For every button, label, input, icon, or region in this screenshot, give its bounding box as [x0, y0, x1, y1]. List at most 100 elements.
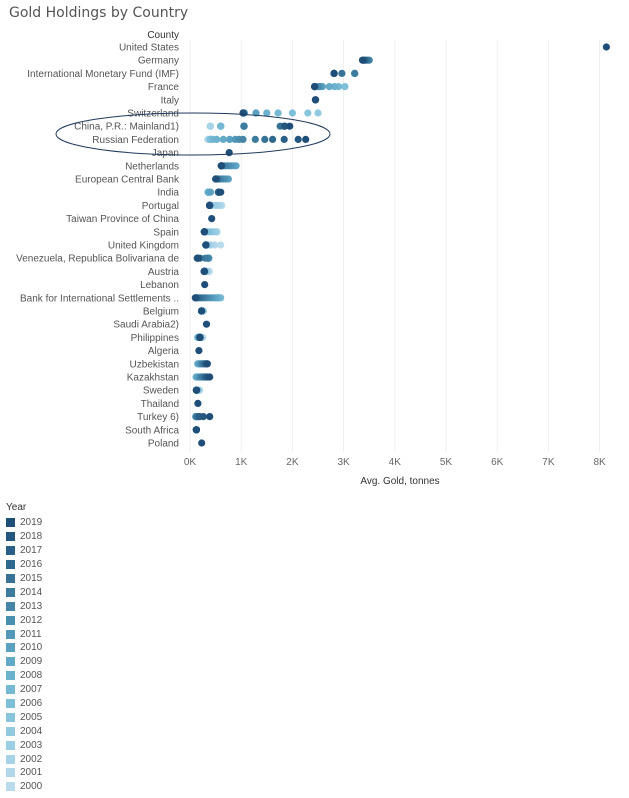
data-point: [206, 201, 214, 209]
data-point: [198, 307, 206, 315]
data-point: [194, 254, 202, 262]
x-tick-label: 3K: [337, 457, 350, 468]
legend-item: 2019: [6, 516, 42, 530]
data-point: [213, 135, 221, 143]
legend-title: Year: [6, 502, 27, 513]
data-point: [358, 56, 367, 64]
data-point: [199, 413, 207, 421]
data-point: [203, 360, 211, 368]
x-tick-label: 4K: [389, 457, 402, 468]
legend-label: 2014: [20, 586, 43, 598]
row-label: International Monetary Fund (IMF): [27, 69, 179, 80]
data-point: [202, 320, 211, 328]
legend-swatch: [6, 546, 15, 556]
data-point: [288, 109, 296, 117]
legend-label: 2001: [20, 767, 43, 779]
chart-title: Gold Holdings by Country: [9, 5, 189, 21]
data-point: [212, 175, 220, 183]
data-point: [208, 215, 216, 223]
legend-label: 2004: [20, 725, 43, 737]
legend-item: 2011: [6, 627, 42, 641]
data-point: [302, 135, 310, 143]
row-label: Austria: [148, 267, 180, 278]
legend-swatch: [6, 518, 15, 528]
gridlines: [189, 40, 601, 452]
data-point: [200, 228, 208, 236]
row-label: Netherlands: [125, 161, 179, 172]
legend-item: 2000: [6, 780, 42, 794]
row-label: United States: [119, 43, 179, 54]
legend-item: 2007: [6, 683, 42, 697]
legend-item: 2018: [6, 530, 42, 544]
row-label: Italy: [161, 95, 179, 106]
row-label: Taiwan Province of China: [66, 214, 179, 225]
data-point: [314, 109, 322, 117]
row-label: China, P.R.: Mainland1): [74, 122, 179, 133]
data-point: [201, 281, 209, 289]
x-axis-label: Avg. Gold, tonnes: [360, 476, 439, 487]
data-point: [341, 83, 349, 91]
legend-label: 2006: [20, 698, 43, 710]
row-label: Venezuela, Republica Bolivariana de: [16, 254, 179, 265]
legend-swatch: [6, 629, 15, 639]
data-point: [201, 254, 209, 262]
legend-label: 2005: [20, 711, 43, 723]
legend-item: 2010: [6, 641, 42, 655]
row-label: Philippines: [131, 333, 179, 344]
row-label: India: [157, 188, 179, 199]
data-point: [274, 109, 282, 117]
row-label: United Kingdom: [108, 241, 179, 252]
data-point: [217, 162, 225, 170]
data-point: [311, 83, 319, 91]
data-point: [196, 333, 204, 341]
legend-label: 2013: [20, 600, 43, 612]
data-point: [198, 439, 206, 447]
legend-swatch: [6, 643, 15, 653]
row-label: Germany: [138, 56, 179, 67]
legend-item: 2005: [6, 710, 42, 724]
data-point: [206, 122, 215, 130]
x-tick-label: 1K: [235, 457, 248, 468]
data-point: [195, 347, 203, 355]
data-point: [194, 399, 202, 407]
x-tick-label: 6K: [491, 457, 504, 468]
row-label: Belgium: [143, 307, 179, 318]
x-axis-ticks: 0K 1K 2K 3K 4K 5K 6K 7K 8K: [184, 457, 606, 468]
data-point: [217, 188, 225, 196]
row-label: Poland: [148, 439, 179, 450]
data-point: [239, 109, 247, 117]
legend-item: 2004: [6, 724, 42, 738]
data-point: [240, 122, 248, 130]
data-point: [331, 83, 339, 91]
legend-swatch: [6, 615, 15, 625]
row-labels: United States Germany International Moneta…: [16, 43, 180, 450]
legend-item: 2012: [6, 613, 42, 627]
legend-swatch: [6, 685, 15, 695]
data-point: [192, 386, 201, 394]
row-label: Sweden: [143, 386, 179, 397]
row-label: Japan: [152, 148, 179, 159]
legend-swatch: [6, 768, 15, 778]
data-point: [602, 43, 611, 51]
legend-label: 2019: [20, 517, 43, 529]
data-point: [304, 109, 312, 117]
legend-item: 2013: [6, 599, 42, 613]
row-label: Spain: [153, 227, 179, 238]
row-label: Russian Federation: [92, 135, 179, 146]
row-label: Portugal: [142, 201, 179, 212]
data-points: [191, 43, 611, 447]
legend-item: 2006: [6, 697, 42, 711]
row-header: County: [147, 30, 179, 41]
x-tick-label: 5K: [440, 457, 453, 468]
data-point: [330, 69, 338, 77]
data-point: [338, 69, 346, 77]
legend-swatch: [6, 657, 15, 667]
row-label: Thailand: [141, 399, 179, 410]
data-point: [311, 96, 320, 104]
legend-swatch: [6, 754, 15, 764]
legend-label: 2017: [20, 545, 43, 557]
row-label: Turkey 6): [137, 412, 179, 423]
legend-item: 2016: [6, 558, 42, 572]
row-label: Lebanon: [140, 280, 179, 291]
